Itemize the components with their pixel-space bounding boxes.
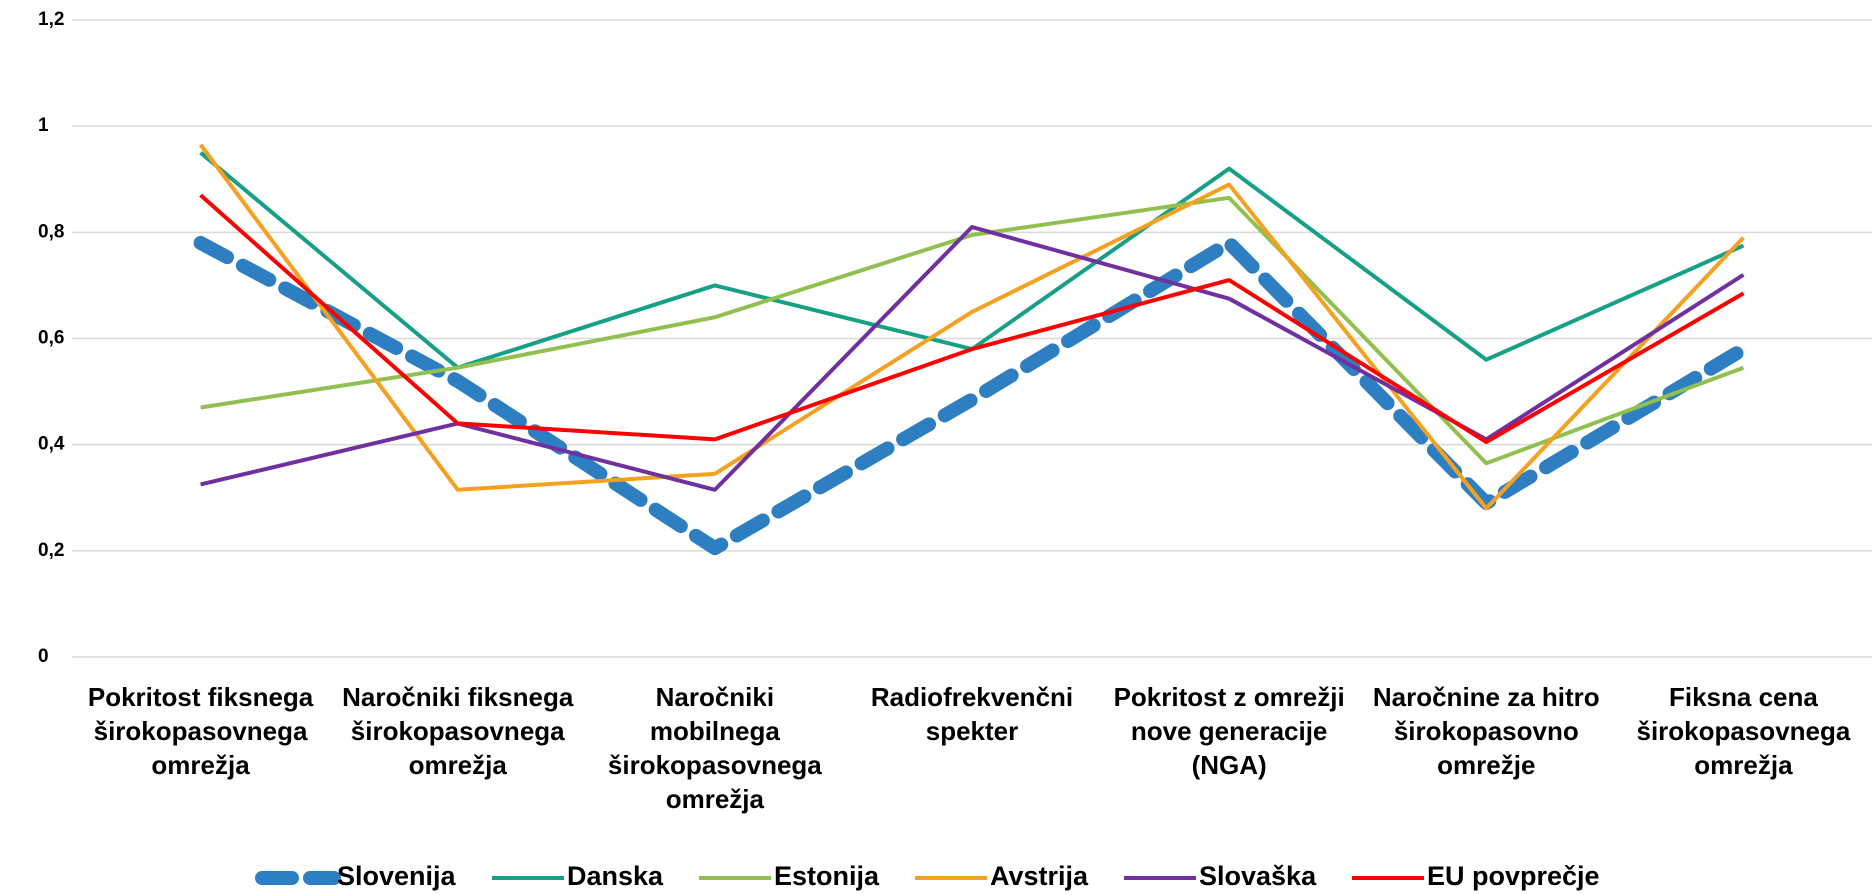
legend-label: Slovenija xyxy=(337,861,456,891)
y-tick-label: 0,6 xyxy=(38,328,64,349)
x-tick-label: Pokritost z omrežji nove generacije (NGA… xyxy=(1113,682,1345,780)
x-tick-label: Radiofrekvenčni spekter xyxy=(870,682,1074,746)
series-line xyxy=(200,225,1745,492)
series-line xyxy=(200,195,1745,466)
y-tick-label: 0 xyxy=(38,646,49,667)
y-tick-label: 1 xyxy=(38,115,49,136)
series-line xyxy=(199,193,1745,445)
legend-label: Danska xyxy=(567,861,664,891)
series-line xyxy=(198,143,1745,511)
y-tick-label: 0,2 xyxy=(38,540,64,561)
x-tick-label: Naročnine za hitro širokopasovno omrežje xyxy=(1372,682,1600,780)
legend-label: Slovaška xyxy=(1199,861,1317,891)
x-tick-label: Naročniki fiksnega širokopasovnega omrež… xyxy=(342,682,574,780)
x-tick-label: Pokritost fiksnega širokopasovnega omrež… xyxy=(87,682,314,780)
x-tick-label: Fiksna cena širokopasovnega omrežja xyxy=(1636,682,1851,780)
y-tick-label: 0,4 xyxy=(38,434,65,455)
legend-label: Avstrija xyxy=(990,861,1089,891)
y-tick-label: 0,8 xyxy=(38,221,64,242)
y-tick-label: 1,2 xyxy=(38,9,64,30)
x-tick-label: Naročniki mobilnega širokopasovnega omre… xyxy=(607,682,822,814)
legend-label: EU povprečje xyxy=(1427,861,1600,891)
legend-label: Estonija xyxy=(774,861,880,891)
series-line xyxy=(193,235,1751,556)
series-line xyxy=(199,151,1745,370)
